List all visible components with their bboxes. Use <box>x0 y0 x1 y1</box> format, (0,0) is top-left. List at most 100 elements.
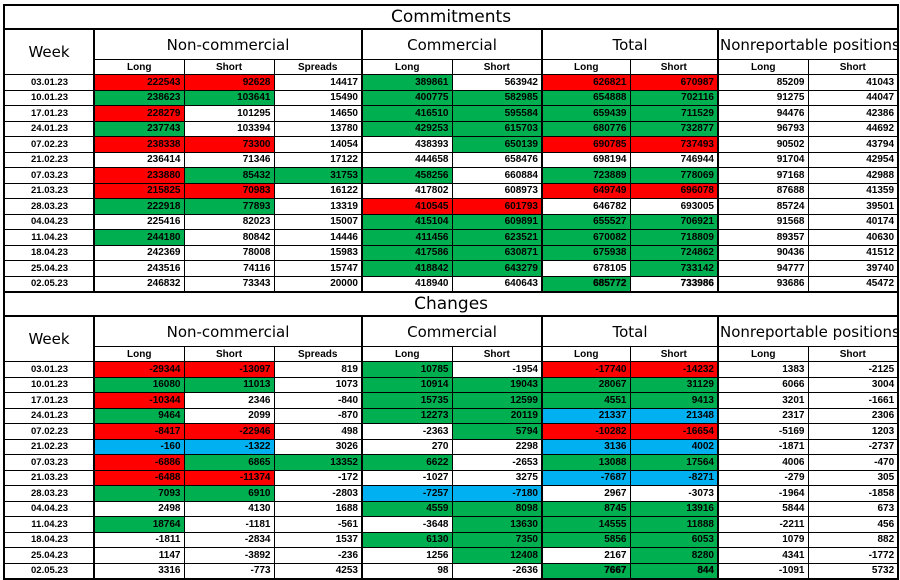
week-cell[interactable]: 25.04.23 <box>3 260 95 277</box>
data-cell[interactable]: 650139 <box>451 136 543 153</box>
data-cell[interactable]: 646782 <box>541 198 631 215</box>
data-cell[interactable]: 77893 <box>183 198 275 215</box>
data-cell[interactable]: -13097 <box>183 361 275 378</box>
data-cell[interactable]: -17740 <box>541 361 631 378</box>
week-cell[interactable]: 28.03.23 <box>3 485 95 502</box>
data-cell[interactable]: 595584 <box>451 105 543 122</box>
data-cell[interactable]: 40174 <box>807 213 899 230</box>
data-cell[interactable]: 1256 <box>361 547 453 564</box>
data-cell[interactable]: -8271 <box>629 469 719 486</box>
data-cell[interactable]: 96793 <box>717 120 809 137</box>
data-cell[interactable]: 444658 <box>361 151 453 168</box>
data-cell[interactable]: 39501 <box>807 198 899 215</box>
data-cell[interactable]: 12599 <box>451 392 543 409</box>
data-cell[interactable]: 623521 <box>451 229 543 246</box>
data-cell[interactable]: 685772 <box>541 275 631 293</box>
data-cell[interactable]: 8280 <box>629 547 719 564</box>
data-cell[interactable]: 582985 <box>451 89 543 106</box>
data-cell[interactable]: 844 <box>629 562 719 580</box>
data-cell[interactable]: 13630 <box>451 516 543 533</box>
data-cell[interactable]: 563942 <box>451 74 543 91</box>
week-cell[interactable]: 02.05.23 <box>3 275 95 293</box>
data-cell[interactable]: 246832 <box>93 275 185 293</box>
data-cell[interactable]: 14417 <box>273 74 363 91</box>
commitments-title[interactable]: Commitments <box>2 4 900 30</box>
data-cell[interactable]: 2099 <box>183 407 275 424</box>
group-header-commercial[interactable]: Commercial <box>361 315 543 347</box>
data-cell[interactable]: -160 <box>93 438 185 455</box>
data-cell[interactable]: 5844 <box>717 500 809 517</box>
data-cell[interactable]: 723889 <box>541 167 631 184</box>
data-cell[interactable]: 429253 <box>361 120 453 137</box>
data-cell[interactable]: 41359 <box>807 182 899 199</box>
data-cell[interactable]: 3201 <box>717 392 809 409</box>
data-cell[interactable]: 13088 <box>541 454 631 471</box>
data-cell[interactable]: 2298 <box>451 438 543 455</box>
data-cell[interactable]: 15007 <box>273 213 363 230</box>
data-cell[interactable]: -840 <box>273 392 363 409</box>
data-cell[interactable]: 14650 <box>273 105 363 122</box>
data-cell[interactable]: 438393 <box>361 136 453 153</box>
data-cell[interactable]: 244180 <box>93 229 185 246</box>
data-cell[interactable]: 1147 <box>93 547 185 564</box>
data-cell[interactable]: 215825 <box>93 182 185 199</box>
data-cell[interactable]: 410545 <box>361 198 453 215</box>
data-cell[interactable]: -7687 <box>541 469 631 486</box>
data-cell[interactable]: 5732 <box>807 562 899 580</box>
data-cell[interactable]: 724862 <box>629 244 719 261</box>
data-cell[interactable]: 222918 <box>93 198 185 215</box>
data-cell[interactable]: 91275 <box>717 89 809 106</box>
data-cell[interactable]: 601793 <box>451 198 543 215</box>
week-cell[interactable]: 04.04.23 <box>3 500 95 517</box>
data-cell[interactable]: 400775 <box>361 89 453 106</box>
week-cell[interactable]: 25.04.23 <box>3 547 95 564</box>
data-cell[interactable]: 733142 <box>629 260 719 277</box>
data-cell[interactable]: -773 <box>183 562 275 580</box>
data-cell[interactable]: 14446 <box>273 229 363 246</box>
data-cell[interactable]: 4559 <box>361 500 453 517</box>
group-header-non-commercial[interactable]: Non-commercial <box>93 28 363 60</box>
data-cell[interactable]: -3648 <box>361 516 453 533</box>
data-cell[interactable]: 7350 <box>451 531 543 548</box>
subheader-nc-long[interactable]: Long <box>93 346 185 362</box>
data-cell[interactable]: -2125 <box>807 361 899 378</box>
data-cell[interactable]: 15747 <box>273 260 363 277</box>
data-cell[interactable]: 70983 <box>183 182 275 199</box>
data-cell[interactable]: 693005 <box>629 198 719 215</box>
data-cell[interactable]: -1181 <box>183 516 275 533</box>
data-cell[interactable]: 7667 <box>541 562 631 580</box>
data-cell[interactable]: 92628 <box>183 74 275 91</box>
data-cell[interactable]: -11374 <box>183 469 275 486</box>
data-cell[interactable]: 3275 <box>451 469 543 486</box>
data-cell[interactable]: 20119 <box>451 407 543 424</box>
week-cell[interactable]: 07.03.23 <box>3 454 95 471</box>
data-cell[interactable]: -10282 <box>541 423 631 440</box>
data-cell[interactable]: 44047 <box>807 89 899 106</box>
data-cell[interactable]: 615703 <box>451 120 543 137</box>
data-cell[interactable]: -1661 <box>807 392 899 409</box>
data-cell[interactable]: 98 <box>361 562 453 580</box>
data-cell[interactable]: -7180 <box>451 485 543 502</box>
data-cell[interactable]: 238623 <box>93 89 185 106</box>
week-cell[interactable]: 07.03.23 <box>3 167 95 184</box>
data-cell[interactable]: 6865 <box>183 454 275 471</box>
data-cell[interactable]: 90436 <box>717 244 809 261</box>
data-cell[interactable]: 85432 <box>183 167 275 184</box>
data-cell[interactable]: 819 <box>273 361 363 378</box>
data-cell[interactable]: 14555 <box>541 516 631 533</box>
data-cell[interactable]: 670987 <box>629 74 719 91</box>
data-cell[interactable]: -1871 <box>717 438 809 455</box>
data-cell[interactable]: 1537 <box>273 531 363 548</box>
data-cell[interactable]: -3892 <box>183 547 275 564</box>
data-cell[interactable]: 6622 <box>361 454 453 471</box>
data-cell[interactable]: 87688 <box>717 182 809 199</box>
data-cell[interactable]: -2636 <box>451 562 543 580</box>
data-cell[interactable]: 305 <box>807 469 899 486</box>
subheader-total-short[interactable]: Short <box>629 346 719 362</box>
data-cell[interactable]: 42954 <box>807 151 899 168</box>
subheader-comm-short[interactable]: Short <box>451 346 543 362</box>
data-cell[interactable]: 3316 <box>93 562 185 580</box>
data-cell[interactable]: 4002 <box>629 438 719 455</box>
data-cell[interactable]: 222543 <box>93 74 185 91</box>
group-header-nonreportable[interactable]: Nonreportable positions <box>716 315 899 347</box>
